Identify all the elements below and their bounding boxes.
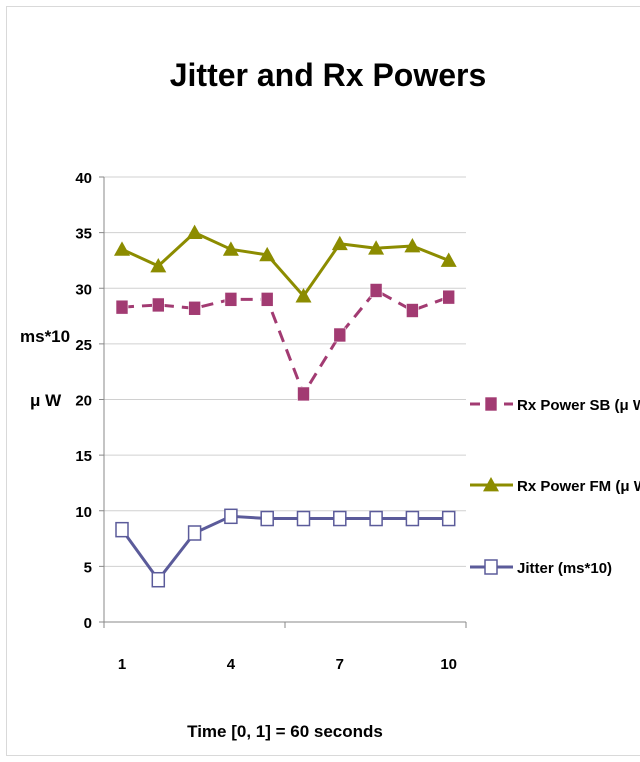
legend-swatch-marker-0 (484, 396, 498, 412)
legend-label-1: Rx Power FM (μ W) (517, 478, 640, 495)
legend-label-0: Rx Power SB (μ W) (517, 397, 640, 414)
series-line-2 (120, 514, 449, 582)
grid-lines (104, 176, 466, 567)
legend-label-2: Jitter (ms*10) (517, 560, 612, 577)
point-s2-4 (224, 508, 238, 525)
x-tick-label-4: 4 (227, 656, 236, 673)
legend-swatch-marker-1 (483, 477, 499, 492)
series-line-0 (121, 288, 450, 396)
point-s0-10 (442, 289, 456, 305)
point-s0-4 (224, 292, 238, 307)
y-tick-label-0: 0 (84, 615, 92, 632)
legend-item-0: Rx Power SB (μ W) (470, 396, 640, 414)
point-s1-8 (368, 240, 385, 255)
chart-title: Jitter and Rx Powers (170, 57, 487, 93)
point-s2-7 (333, 510, 347, 527)
point-s0-1 (115, 299, 129, 315)
y-tick-label-5: 5 (84, 559, 92, 576)
point-s2-2 (151, 571, 166, 588)
series-2 (115, 508, 456, 588)
point-s2-9 (405, 510, 420, 527)
point-s2-6 (296, 510, 311, 527)
series-group (114, 224, 457, 588)
axes (99, 176, 467, 628)
x-tick-label-7: 7 (336, 656, 344, 673)
point-s1-5 (259, 246, 276, 262)
y-axis-label-line1: ms*10 (20, 327, 70, 346)
point-s0-6 (297, 386, 310, 402)
y-tick-label-20: 20 (75, 393, 92, 410)
legend-item-1: Rx Power FM (μ W) (470, 477, 640, 495)
x-axis-label: Time [0, 1] = 60 seconds (187, 722, 383, 741)
x-tick-label-10: 10 (440, 656, 457, 673)
y-tick-label-10: 10 (75, 504, 92, 521)
x-tick-labels: 1 4 7 10 (118, 656, 457, 673)
y-tick-label-35: 35 (75, 226, 92, 243)
point-s0-3 (188, 300, 201, 316)
point-s2-1 (115, 521, 129, 538)
series-0 (115, 283, 456, 402)
point-s1-7 (331, 235, 348, 251)
point-s2-3 (187, 525, 202, 541)
point-s1-3 (186, 224, 203, 240)
y-tick-label-30: 30 (75, 281, 92, 298)
point-s1-4 (222, 241, 239, 256)
chart-frame (6, 6, 640, 756)
series-1 (114, 224, 457, 303)
point-s0-7 (333, 327, 347, 343)
point-s1-2 (150, 258, 167, 273)
y-tick-label-15: 15 (75, 448, 92, 465)
y-tick-label-40: 40 (75, 170, 92, 187)
y-tick-label-25: 25 (75, 337, 92, 354)
point-s0-2 (152, 297, 165, 313)
point-s1-9 (404, 237, 421, 253)
point-s0-9 (406, 303, 419, 318)
point-s1-1 (114, 241, 130, 256)
point-s1-6 (295, 288, 312, 303)
point-s2-5 (260, 510, 274, 527)
x-tick-label-1: 1 (118, 656, 126, 673)
legend-item-2: Jitter (ms*10) (470, 559, 612, 577)
point-s2-8 (369, 510, 383, 527)
point-s1-10 (440, 252, 457, 267)
y-axis-label-line2: μ W (30, 391, 62, 410)
series-line-1 (121, 231, 450, 298)
point-s2-10 (441, 510, 456, 527)
point-s0-8 (369, 283, 383, 298)
legend: Rx Power SB (μ W) Rx Power FM (μ W) Jitter… (470, 396, 640, 577)
legend-swatch-marker-2 (484, 559, 498, 575)
point-s0-5 (260, 292, 274, 307)
y-tick-labels: 0 5 10 15 20 25 30 35 40 (75, 170, 92, 632)
